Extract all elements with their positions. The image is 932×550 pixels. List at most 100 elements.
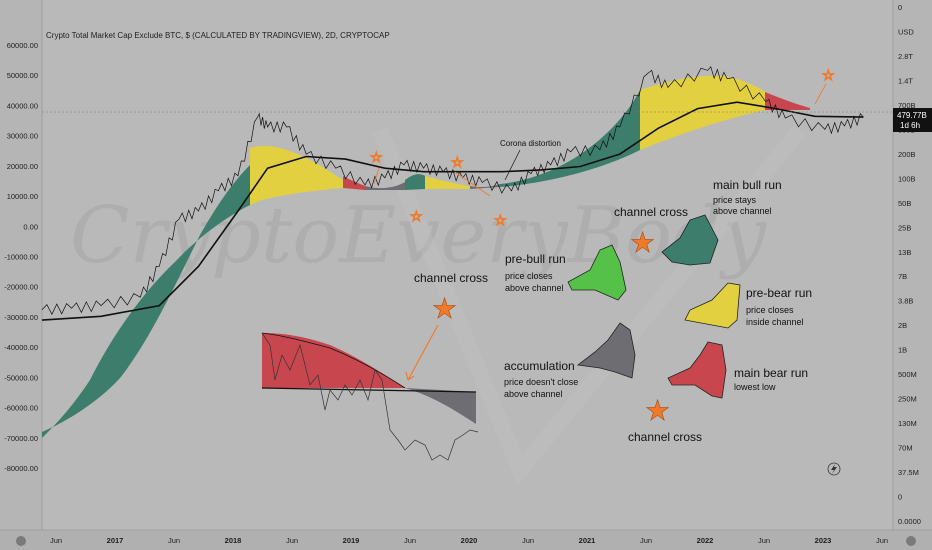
pre-bear-band-2019 [425,176,470,189]
star-icon: ☆ [822,67,835,83]
accumulation-blob [576,322,636,379]
star-icon: ☆ [494,212,507,228]
channel-cross-label-1: channel cross [414,271,488,285]
main-bull-line2: above channel [713,206,772,216]
right-axis-tick: 0 [898,3,902,12]
right-axis-tick: 130M [898,419,917,428]
right-axis-tick: 7B [898,272,907,281]
time-axis-tick: 2018 [225,536,242,545]
right-axis-tick: 2B [898,321,907,330]
inset-channel [261,387,477,393]
accumulation-line2: above channel [504,389,563,399]
right-axis-tick: 200B [898,150,916,159]
bull-band-2020 [500,90,640,187]
pre-bear-line1: price closes [746,305,794,315]
left-axis-tick: 40000.00 [7,101,38,110]
left-axis-tick: -40000.00 [4,343,38,352]
time-axis-tick: 2022 [697,536,714,545]
bear-band-2022 [765,92,810,110]
accumulation-title: accumulation [504,359,575,373]
pre-bull-line2: above channel [505,283,564,293]
pre-bear-title: pre-bear run [746,286,812,300]
channel-line [41,101,864,321]
right-axis-tick: 1B [898,346,907,355]
left-axis-tick: -50000.00 [4,373,38,382]
time-axis-tick: 2019 [343,536,360,545]
time-axis-tick: Jun [168,536,180,545]
bull-blob [661,214,719,266]
big-star-icon-1: ★ [432,293,457,324]
right-axis-tick: 0 [898,493,902,502]
time-axis-tick: Jun [286,536,298,545]
pre-bull-line1: price closes [505,271,553,281]
right-axis-panel[interactable] [893,0,932,530]
main-bull-line1: price stays [713,195,757,205]
left-axis-tick: 20000.00 [7,162,38,171]
left-axis-tick: -60000.00 [4,404,38,413]
pre-bear-line2: inside channel [746,317,804,327]
right-axis-tick: 13B [898,248,911,257]
regime-legend: channel cross ★ main bull run price stay… [504,178,812,444]
channel-bands [42,75,810,438]
inset-bear-fill [262,333,405,388]
bull-band-2017 [42,165,250,438]
time-axis: Jun 2017 Jun 2018 Jun 2019 Jun 2020 Jun 2021 Jun 20… [50,536,888,545]
right-axis-tick: 50B [898,199,911,208]
chart-title: Crypto Total Market Cap Exclude BTC, $ (… [46,31,390,40]
right-axis-tick: 2.8T [898,52,913,61]
right-axis: 0USD2.8T1.4T700B350B200B100B50B25B13B7B3… [898,3,921,526]
inset-gray-fill [405,388,476,424]
corona-arrow [504,149,521,181]
channel-cross-label-3: channel cross [628,430,702,444]
price-badge[interactable]: 479.77B 1d 6h [893,108,932,132]
left-axis-tick: 0.00 [23,222,38,231]
right-axis-tick: 1.4T [898,76,913,85]
pre-bear-band-2018 [250,145,343,205]
time-axis-panel[interactable] [0,530,932,550]
time-axis-tick: Jun [522,536,534,545]
main-bull-title: main bull run [713,178,782,192]
right-axis-tick: 0.0000 [898,517,921,526]
corona-label: Corona distortion [500,139,561,148]
cross-markers: ☆ ☆ ☆ ☆ ☆ [369,66,835,228]
bear-band-2018 [343,176,365,190]
big-star-icon-3: ★ [645,395,670,426]
right-axis-tick: 100B [898,174,916,183]
right-axis-tick: 700B [898,101,916,110]
star-icon: ☆ [370,149,383,165]
watermark: CryptoEveryBody [70,191,767,281]
left-axis-tick: 30000.00 [7,132,38,141]
right-axis-tick: 25B [898,223,911,232]
scroll-left-handle[interactable] [16,536,26,546]
inset-price [261,332,479,461]
left-axis-panel[interactable] [0,0,42,530]
time-axis-tick: Jun [758,536,770,545]
main-bear-title: main bear run [734,366,808,380]
right-axis-tick: 500M [898,370,917,379]
cross-arrow [407,324,439,381]
left-axis-tick: -10000.00 [4,253,38,262]
price-badge-time: 1d 6h [900,121,920,130]
scroll-right-handle[interactable] [906,536,916,546]
lightning-icon[interactable] [827,462,841,476]
left-axis-tick: 10000.00 [7,192,38,201]
left-axis: 60000.00 50000.00 40000.00 30000.00 20000.00… [4,41,38,473]
left-axis-tick: -70000.00 [4,434,38,443]
left-axis-tick: -20000.00 [4,283,38,292]
star-icon: ☆ [451,154,464,170]
time-axis-tick: Jun [640,536,652,545]
right-axis-tick: 37.5M [898,468,919,477]
big-star-icon-2: ★ [630,227,655,258]
channel-cross-label-2: channel cross [614,205,688,219]
time-axis-tick: 2021 [579,536,596,545]
right-axis-tick: 3.8B [898,297,913,306]
left-axis-tick: 60000.00 [7,41,38,50]
time-axis-tick: 2017 [107,536,124,545]
star-icon: ☆ [410,208,423,224]
left-axis-tick: -30000.00 [4,313,38,322]
cross-inset: channel cross ★ [261,271,488,461]
time-axis-tick: 2020 [461,536,478,545]
left-axis-tick: -80000.00 [4,464,38,473]
